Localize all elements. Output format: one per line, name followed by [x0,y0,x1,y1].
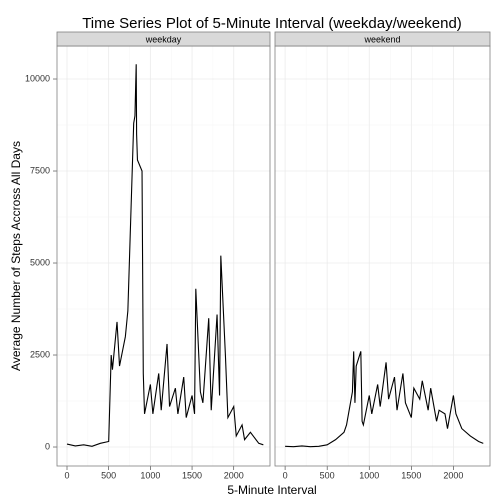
y-tick-label: 5000 [30,257,50,267]
y-tick-label: 7500 [30,165,50,175]
data-line [66,64,264,447]
chart-title: Time Series Plot of 5-Minute Interval (w… [82,15,462,32]
y-axis-label: Average Number of Steps Accross All Days [9,141,23,371]
x-tick-label: 1000 [359,470,379,480]
x-tick-label: 1500 [182,470,202,480]
y-tick-label: 2500 [30,349,50,359]
x-axis-label: 5-Minute Interval [227,483,316,497]
x-tick-label: 1500 [401,470,421,480]
facet-strip [274,31,491,47]
x-tick-label: 500 [101,470,116,480]
x-tick-label: 0 [283,470,288,480]
panel-background [275,46,490,466]
panel-background [57,46,270,466]
facet-label: weekend [363,34,400,44]
y-tick-label: 10000 [25,73,50,83]
x-tick-label: 2000 [443,470,463,480]
x-tick-label: 1000 [140,470,160,480]
x-tick-label: 500 [320,470,335,480]
facet-strip [56,31,271,47]
data-line [285,351,484,448]
x-tick-label: 0 [64,470,69,480]
y-tick-label: 0 [45,441,50,451]
facet-label: weekday [145,34,182,44]
x-tick-label: 2000 [224,470,244,480]
